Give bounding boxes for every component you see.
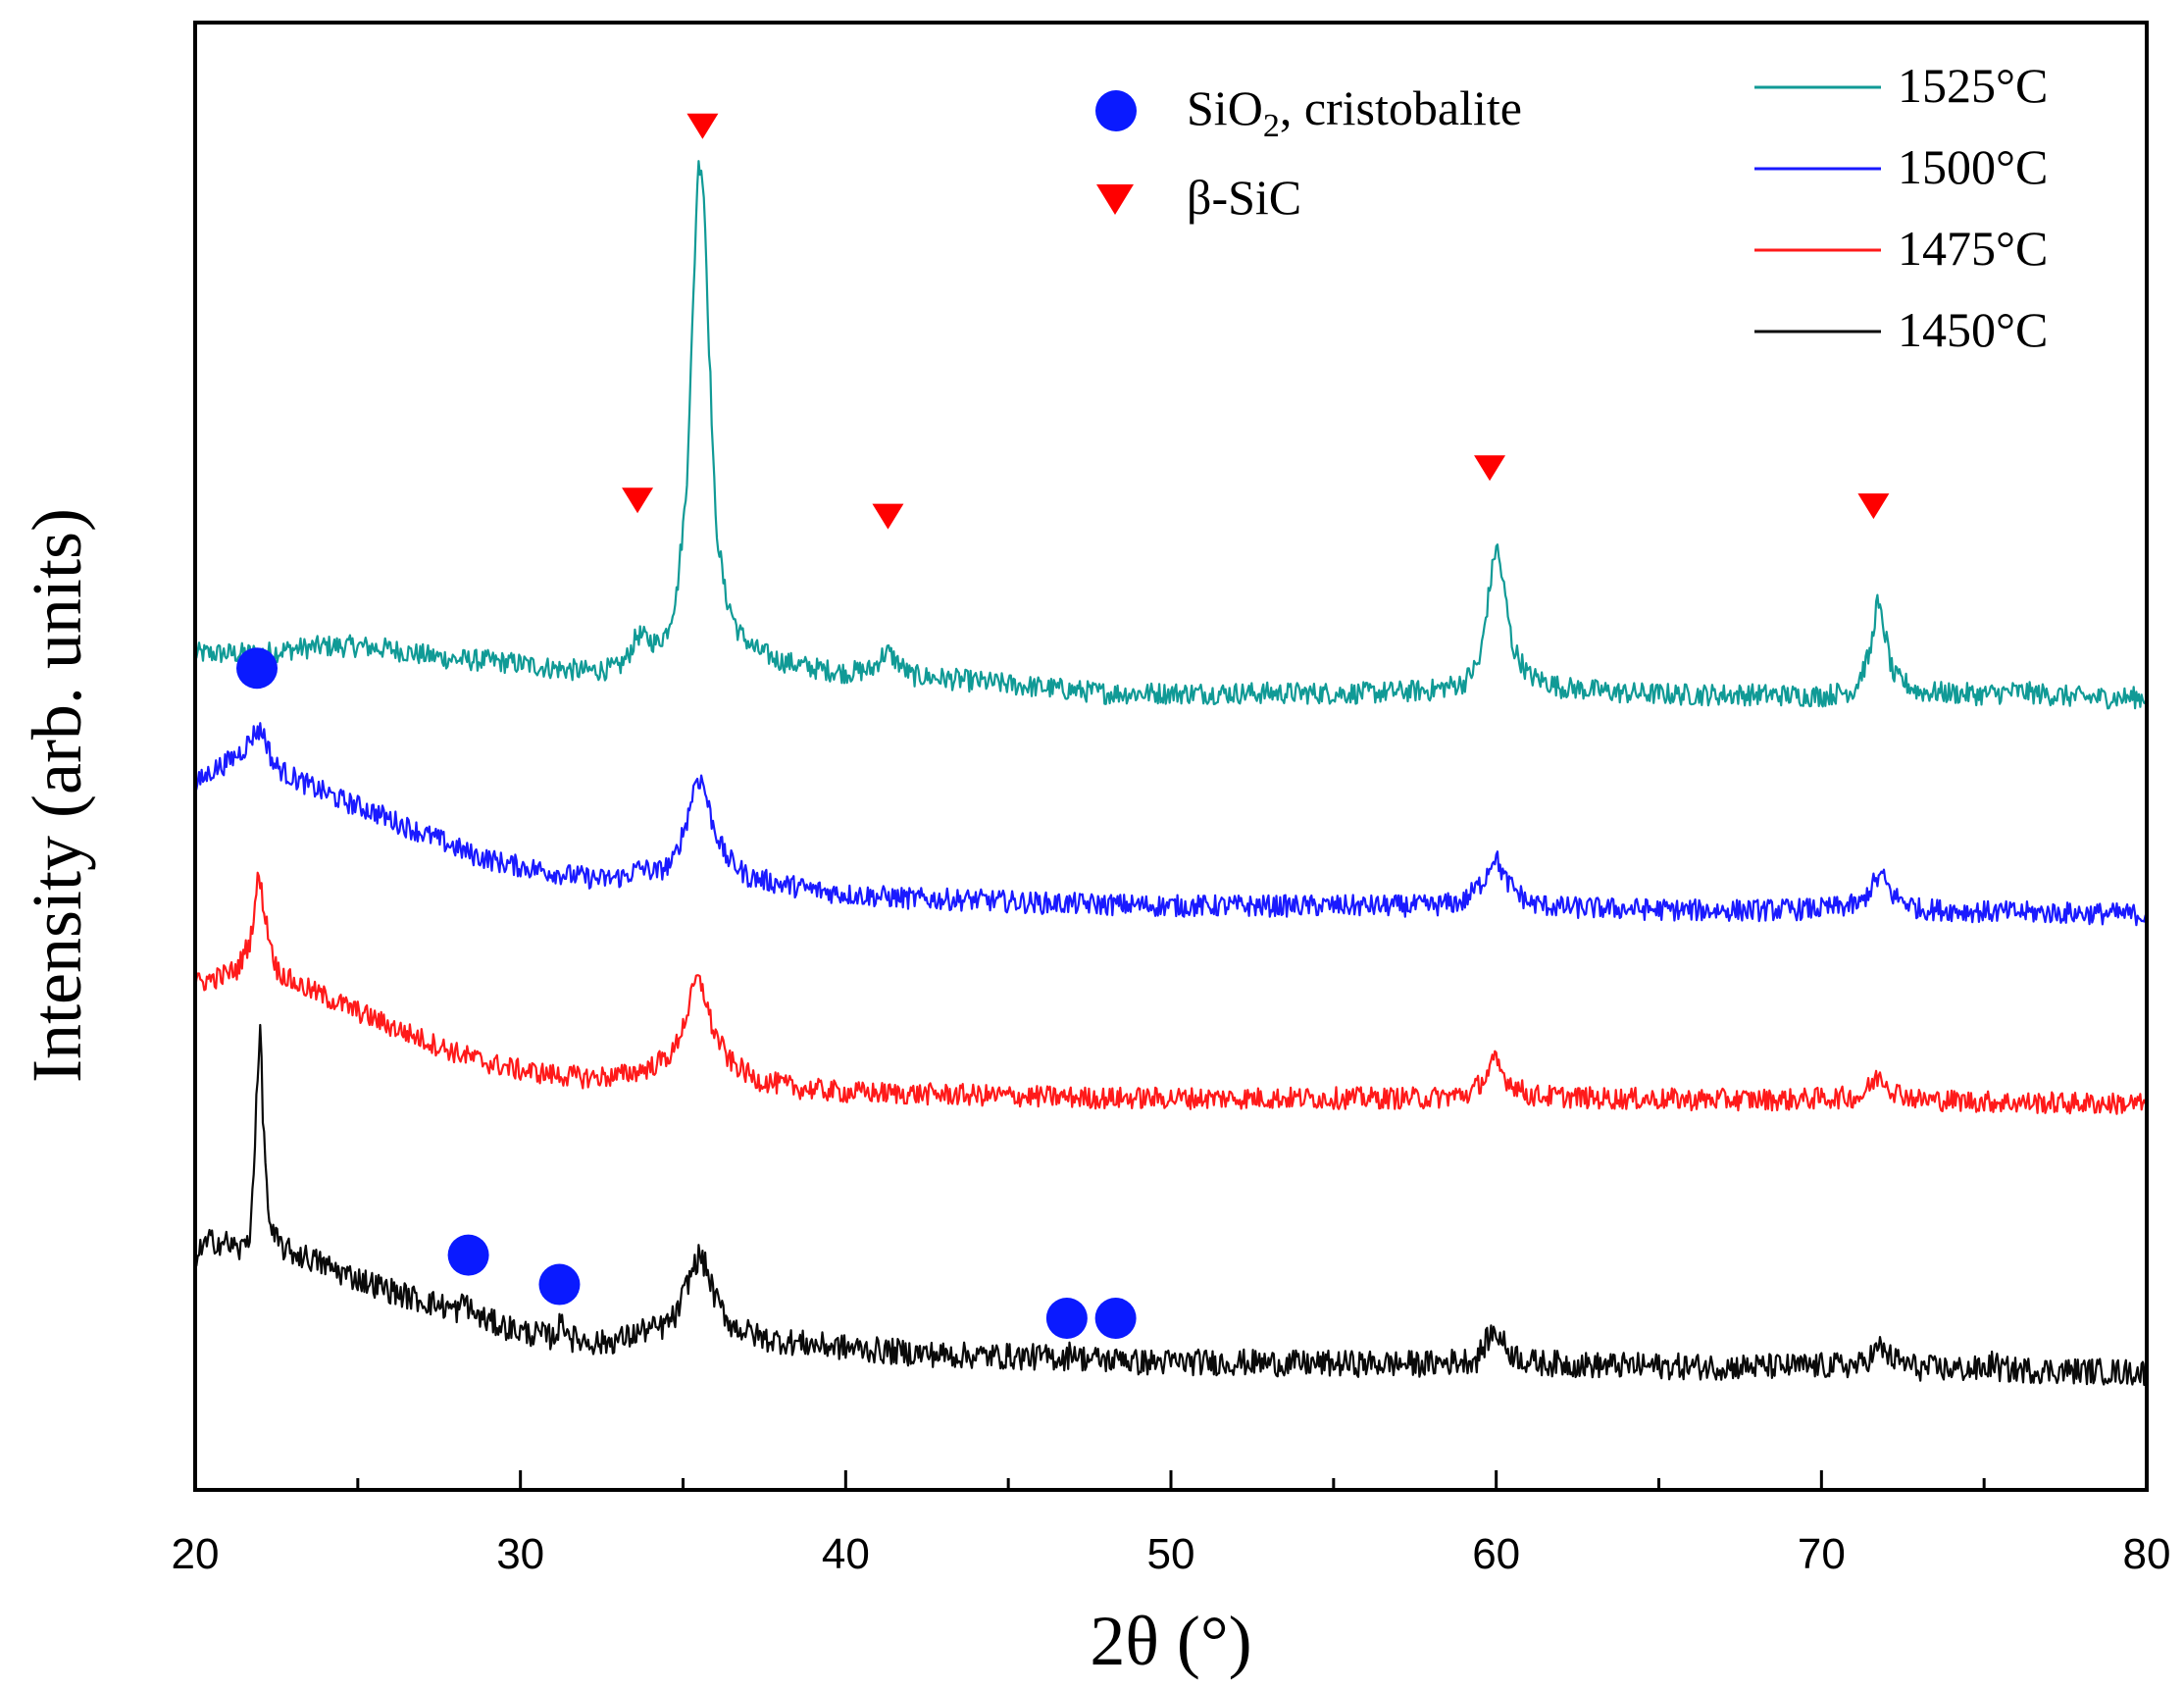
x-tick-label-30: 30 bbox=[496, 1530, 544, 1578]
legend-label-1475: 1475°C bbox=[1898, 221, 2048, 276]
x-tick-label-70: 70 bbox=[1798, 1530, 1846, 1578]
legend-label-1525: 1525°C bbox=[1898, 58, 2048, 113]
legend-sic-label: β-SiC bbox=[1187, 170, 1301, 225]
sic-marker-3 bbox=[1474, 455, 1506, 482]
x-tick-label-40: 40 bbox=[822, 1530, 870, 1578]
x-axis-title: 2θ (°) bbox=[1090, 1602, 1251, 1680]
x-tick-label-60: 60 bbox=[1472, 1530, 1520, 1578]
series-line-1500 bbox=[193, 722, 2149, 927]
cristobalite-marker-1 bbox=[447, 1234, 489, 1276]
series-line-1525 bbox=[193, 160, 2148, 710]
sic-marker-2 bbox=[872, 503, 904, 530]
sic-marker-4 bbox=[1857, 493, 1890, 520]
cristobalite-marker-4 bbox=[1094, 1297, 1137, 1339]
y-axis-title: Intensity (arb. units) bbox=[18, 508, 96, 1083]
cristobalite-marker-0 bbox=[236, 647, 279, 690]
x-tick-label-50: 50 bbox=[1147, 1530, 1195, 1578]
legend: SiO2, cristobalite β-SiC 1525°C 1500°C 1… bbox=[1095, 58, 2048, 357]
series-layer bbox=[193, 160, 2149, 1387]
x-tick-label-80: 80 bbox=[2123, 1530, 2171, 1578]
series-line-1475 bbox=[193, 871, 2149, 1115]
tick-layer: 20 30 40 50 60 70 80 bbox=[172, 1470, 2171, 1578]
sic-marker-0 bbox=[686, 113, 719, 139]
sic-marker-1 bbox=[622, 487, 654, 514]
cristobalite-marker-2 bbox=[538, 1263, 581, 1306]
legend-sic-triangle bbox=[1096, 184, 1134, 215]
legend-cristobalite-label: SiO2, cristobalite bbox=[1187, 80, 1522, 144]
x-tick-label-20: 20 bbox=[172, 1530, 220, 1578]
legend-cristobalite-circle bbox=[1095, 90, 1137, 131]
cristobalite-marker-3 bbox=[1045, 1297, 1088, 1339]
legend-label-1450: 1450°C bbox=[1898, 302, 2048, 357]
legend-label-1500: 1500°C bbox=[1898, 139, 2048, 194]
series-line-1450 bbox=[193, 1023, 2149, 1387]
marker-layer bbox=[236, 113, 1890, 1339]
